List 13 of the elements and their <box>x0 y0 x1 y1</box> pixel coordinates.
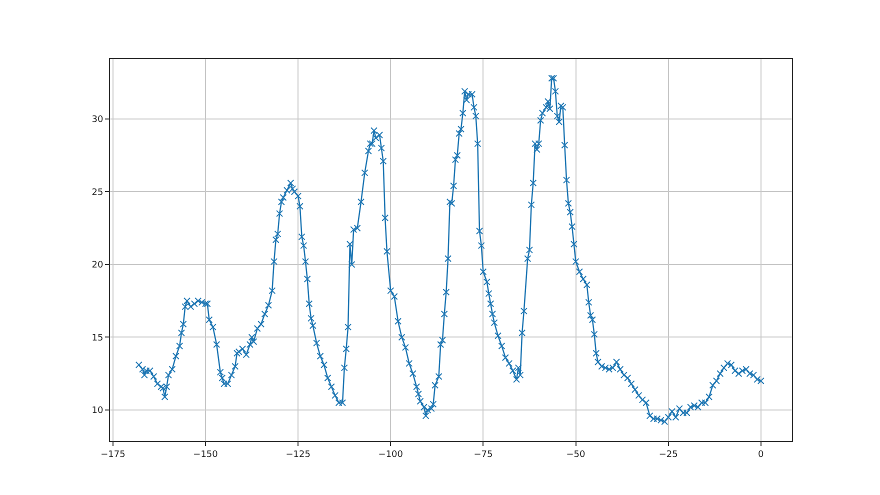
y-tick-label: 10 <box>92 406 104 416</box>
x-tick-label: −150 <box>193 450 218 460</box>
y-tick-label: 25 <box>92 188 104 198</box>
y-tick-label: 30 <box>92 115 104 126</box>
x-tick-label: −175 <box>100 450 126 460</box>
y-tick-label: 15 <box>92 333 104 344</box>
y-tick-label: 20 <box>92 260 104 271</box>
x-tick-label: −125 <box>286 450 310 460</box>
x-tick-label: 0 <box>758 450 764 460</box>
x-tick-label: −50 <box>566 450 586 460</box>
x-tick-label: −100 <box>378 450 404 460</box>
x-tick-label: −75 <box>474 450 493 460</box>
x-tick-label: −25 <box>658 450 678 460</box>
